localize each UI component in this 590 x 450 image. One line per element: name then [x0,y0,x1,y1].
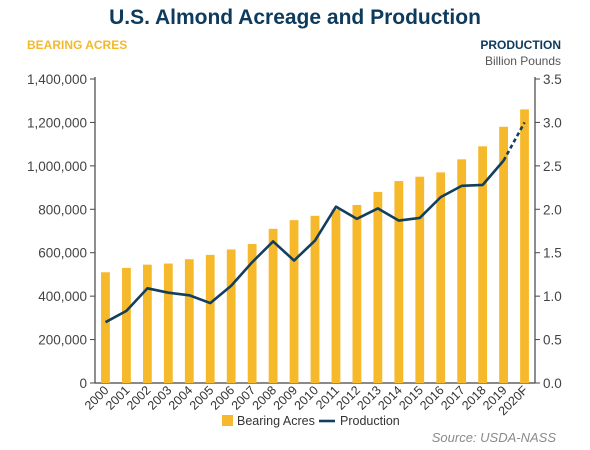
bar-bearing-acres [520,109,529,384]
bar-bearing-acres [499,126,508,384]
bar-bearing-acres [268,228,278,383]
bar-bearing-acres [478,146,488,383]
bar-bearing-acres [352,204,362,383]
left-tick-label: 200,000 [38,333,87,348]
right-tick-label: 1.5 [543,246,562,261]
left-tick-label: 400,000 [38,289,87,304]
right-tick-label: 2.0 [543,202,562,217]
bar-bearing-acres [205,254,215,383]
legend-bearing-acres: Bearing Acres [237,414,315,428]
legend-production: Production [340,414,400,428]
right-axis-title: PRODUCTION [480,38,561,52]
bar-bearing-acres [373,191,383,383]
bar-bearing-acres [247,244,257,383]
bar-bearing-acres [394,181,404,383]
legend-bar-swatch [222,415,233,426]
bar-bearing-acres [122,267,131,383]
bar-bearing-acres [436,172,446,383]
bar-bearing-acres [331,209,341,383]
source-note: Source: USDA-NASS [431,430,556,445]
left-tick-label: 1,400,000 [27,72,87,87]
bar-bearing-acres [184,259,194,383]
production-line [104,159,505,324]
bar-bearing-acres [226,249,236,383]
left-tick-label: 1,200,000 [27,115,87,130]
bar-bearing-acres [101,272,110,383]
right-tick-label: 0.0 [543,376,562,391]
left-tick-label: 0 [79,376,87,391]
left-tick-label: 1,000,000 [27,159,87,174]
right-tick-label: 1.0 [543,289,562,304]
chart-title: U.S. Almond Acreage and Production [109,6,481,29]
left-axis-title: BEARING ACRES [27,38,128,52]
bar-bearing-acres [289,220,299,383]
left-tick-label: 800,000 [38,202,87,217]
right-tick-label: 3.5 [543,72,562,87]
bar-bearing-acres [163,263,173,383]
bar-bearing-acres [310,215,320,383]
bar-bearing-acres [415,176,425,383]
bar-bearing-acres [142,264,152,383]
right-axis-unit: Billion Pounds [484,54,561,68]
right-tick-label: 0.5 [543,333,562,348]
left-tick-label: 600,000 [38,246,87,261]
right-tick-label: 3.0 [543,115,562,130]
production-forecast-line [502,121,526,162]
bar-bearing-acres [457,159,467,383]
right-tick-label: 2.5 [543,159,562,174]
